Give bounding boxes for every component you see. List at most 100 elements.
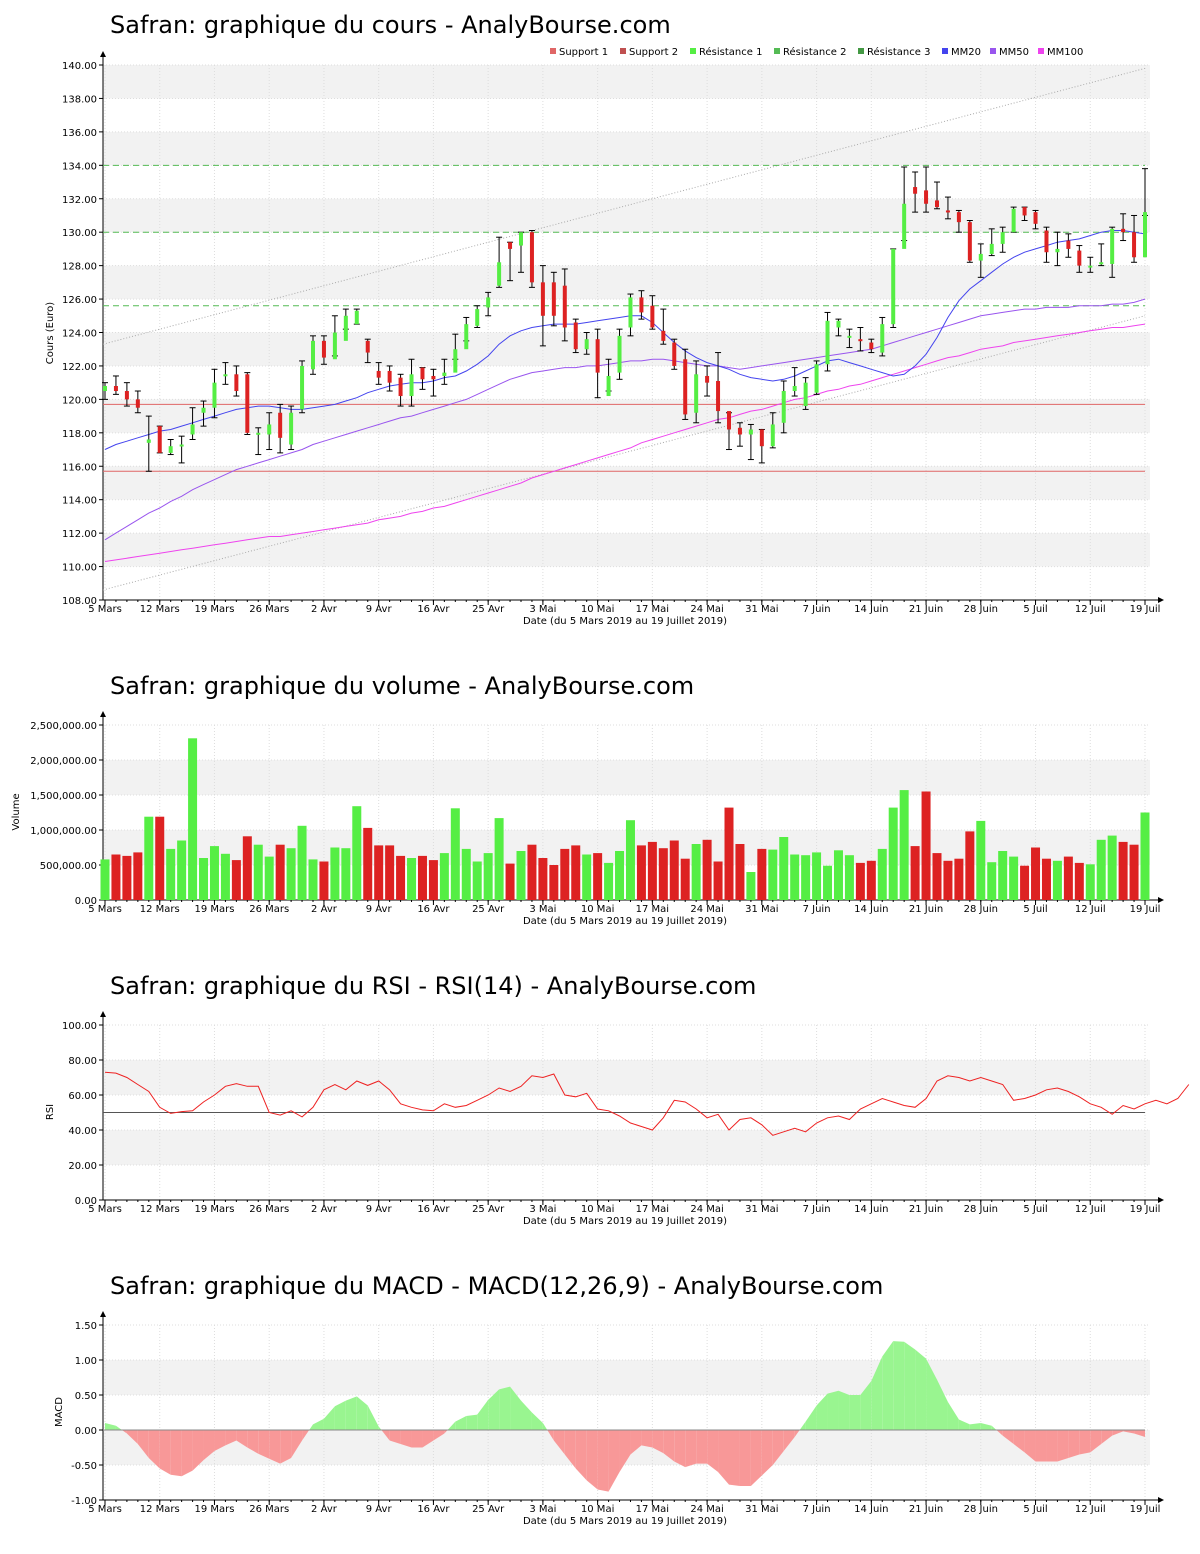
volume-bar bbox=[790, 854, 800, 900]
volume-bar bbox=[155, 816, 165, 900]
macd-positive-area bbox=[838, 1390, 850, 1430]
volume-bar bbox=[691, 844, 701, 900]
macd-positive-area bbox=[893, 1341, 905, 1430]
volume-x-tick-label: 28 Juin bbox=[964, 904, 998, 915]
volume-bar bbox=[1129, 844, 1139, 900]
price-grid-band bbox=[103, 399, 1150, 433]
macd-negative-area bbox=[121, 1430, 127, 1434]
macd-negative-area bbox=[696, 1430, 708, 1464]
macd-negative-area bbox=[707, 1430, 719, 1472]
macd-x-tick-label: 5 Mars bbox=[88, 1504, 122, 1515]
volume-bar bbox=[910, 846, 920, 900]
macd-x-tick-label: 31 Mai bbox=[745, 1504, 778, 1515]
rsi-y-tick-label: 0.00 bbox=[75, 1196, 97, 1207]
rsi-x-tick-label: 2 Avr bbox=[311, 1204, 338, 1215]
candle-body bbox=[223, 374, 228, 377]
macd-negative-area bbox=[652, 1430, 664, 1454]
rsi-x-tick-label: 24 Mai bbox=[690, 1204, 723, 1215]
volume-bar bbox=[231, 860, 241, 900]
candle-body bbox=[1011, 208, 1016, 233]
volume-bar bbox=[1107, 835, 1117, 900]
candle-body bbox=[256, 432, 261, 435]
volume-x-tick-label: 19 Mars bbox=[194, 904, 234, 915]
candle-body bbox=[770, 424, 775, 447]
volume-bar bbox=[801, 855, 811, 900]
macd-x-tick-label: 10 Mai bbox=[581, 1504, 614, 1515]
candle-body bbox=[639, 297, 644, 313]
macd-positive-area bbox=[947, 1402, 959, 1430]
rsi-x-tick-label: 28 Juin bbox=[964, 1204, 998, 1215]
price-x-tick-label: 2 Avr bbox=[311, 604, 338, 615]
candle-body bbox=[781, 391, 786, 423]
volume-bar bbox=[352, 806, 362, 900]
macd-x-tick-label: 17 Mai bbox=[636, 1504, 669, 1515]
volume-bar bbox=[111, 854, 121, 900]
volume-bar bbox=[757, 848, 767, 900]
macd-negative-area bbox=[170, 1430, 182, 1477]
macd-y-tick-label: 0.50 bbox=[75, 1391, 97, 1402]
macd-negative-area bbox=[1068, 1430, 1080, 1458]
candle-body bbox=[584, 339, 589, 350]
macd-negative-area bbox=[126, 1430, 138, 1444]
volume-bar bbox=[297, 825, 307, 900]
rsi-chart-panel: Safran: graphique du RSI - RSI(14) - Ana… bbox=[45, 972, 1190, 1227]
candle-body bbox=[1033, 212, 1038, 224]
price-grid-band bbox=[103, 198, 1150, 233]
candle-body bbox=[814, 364, 819, 393]
volume-bar bbox=[122, 855, 132, 900]
candle-body bbox=[497, 262, 502, 286]
macd-positive-area bbox=[849, 1395, 861, 1430]
legend-label: Résistance 2 bbox=[783, 46, 846, 58]
price-y-tick-label: 122.00 bbox=[62, 362, 97, 373]
macd-negative-area bbox=[137, 1430, 149, 1458]
candle-body bbox=[891, 248, 896, 325]
candle-body bbox=[300, 365, 305, 410]
volume-bar bbox=[341, 848, 351, 900]
macd-positive-area bbox=[356, 1396, 368, 1430]
legend-swatch bbox=[774, 48, 780, 54]
rsi-x-tick-label: 12 Juil bbox=[1075, 1204, 1106, 1215]
candle-body bbox=[343, 315, 348, 341]
price-y-tick-label: 112.00 bbox=[62, 529, 97, 540]
price-y-tick-label: 128.00 bbox=[62, 262, 97, 273]
volume-bar bbox=[844, 855, 854, 900]
volume-bar bbox=[264, 856, 274, 900]
volume-bar bbox=[516, 851, 526, 900]
rsi-x-tick-label: 10 Mai bbox=[581, 1204, 614, 1215]
rsi-chart-title: Safran: graphique du RSI - RSI(14) - Ana… bbox=[110, 972, 756, 1000]
volume-bar bbox=[1052, 860, 1062, 900]
candle-body bbox=[628, 297, 633, 328]
macd-y-tick-label: 1.00 bbox=[75, 1356, 97, 1367]
volume-y-tick-label: 2,500,000.00 bbox=[30, 721, 97, 732]
rsi-x-tick-label: 16 Avr bbox=[417, 1204, 450, 1215]
volume-y-tick-label: 0.00 bbox=[75, 896, 97, 907]
volume-bar bbox=[1031, 847, 1041, 900]
macd-negative-area bbox=[411, 1430, 423, 1448]
volume-bar bbox=[779, 837, 789, 900]
mm20-line bbox=[104, 230, 1146, 450]
volume-bar bbox=[1096, 839, 1106, 900]
macd-negative-area bbox=[225, 1430, 237, 1446]
macd-positive-area bbox=[499, 1386, 511, 1430]
volume-bar bbox=[527, 844, 537, 900]
price-y-tick-label: 116.00 bbox=[62, 462, 97, 473]
price-chart-panel: Safran: graphique du cours - AnalyBourse… bbox=[45, 11, 1164, 627]
candle-body bbox=[562, 285, 567, 328]
macd-positive-area bbox=[477, 1399, 489, 1430]
volume-x-tick-label: 3 Mai bbox=[529, 904, 556, 915]
volume-bar bbox=[242, 836, 252, 900]
candle-body bbox=[869, 342, 874, 350]
legend-label: MM20 bbox=[951, 47, 981, 58]
candle-body bbox=[551, 282, 556, 316]
candle-body bbox=[103, 386, 107, 392]
volume-x-tick-label: 5 Mars bbox=[88, 904, 122, 915]
macd-negative-area bbox=[400, 1430, 412, 1448]
candle-body bbox=[1088, 265, 1093, 268]
candle-body bbox=[1077, 250, 1082, 266]
macd-negative-area bbox=[1090, 1430, 1102, 1453]
volume-bar bbox=[636, 845, 646, 900]
price-y-tick-label: 108.00 bbox=[62, 596, 97, 607]
macd-negative-area bbox=[674, 1430, 686, 1468]
volume-bar bbox=[538, 858, 548, 900]
volume-x-tick-label: 5 Juil bbox=[1023, 904, 1047, 915]
